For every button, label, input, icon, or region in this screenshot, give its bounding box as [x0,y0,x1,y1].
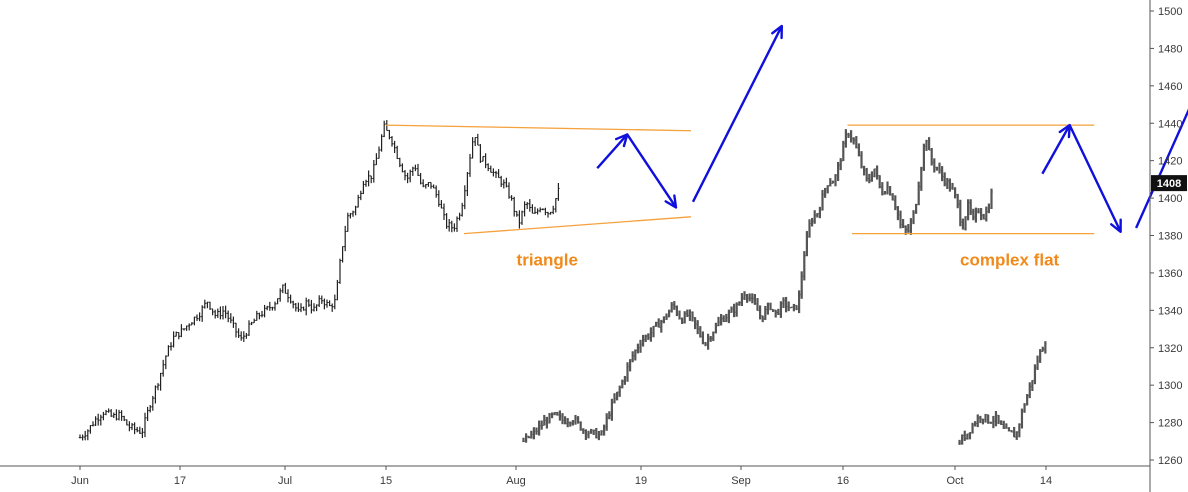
last-price-value: 1408 [1157,178,1181,190]
price-series-0 [78,120,560,441]
pattern-lines-layer [385,124,1095,235]
fractal-series-2 [958,341,1047,445]
y-tick-label: 1480 [1158,43,1182,55]
arrow-path-1 [691,25,783,203]
arrow-head-2-2 [1110,218,1122,233]
y-tick-label: 1380 [1158,231,1182,243]
y-tick-label: 1460 [1158,81,1182,93]
x-tick-label: Sep [731,475,751,487]
arrow-head-0-2 [664,194,678,209]
arrow-head-2-1 [1058,123,1071,139]
y-tick-label: 1440 [1158,118,1182,130]
y-tick-label: 1360 [1158,268,1182,280]
y-tick-label: 1400 [1158,193,1182,205]
price-series-layer [78,120,1047,445]
x-tick-label: 15 [380,475,392,487]
fractal-series-1 [522,129,993,443]
arrows-layer [596,24,1188,233]
x-tick-label: Jul [278,475,292,487]
y-tick-label: 1320 [1158,343,1182,355]
y-tick-label: 1340 [1158,305,1182,317]
x-tick-label: 14 [1040,475,1052,487]
last-price-tag [1151,175,1187,192]
arrow-head-0-1 [614,133,629,148]
pattern-line-0 [385,124,692,132]
arrow-head-1-1 [771,24,783,40]
pattern-line-1 [463,216,692,235]
x-tick-label: Jun [71,475,89,487]
y-tick-label: 1500 [1158,6,1182,18]
x-tick-label: Aug [506,475,526,487]
x-tick-label: 19 [635,475,647,487]
pattern-label-1: complex flat [960,250,1060,269]
arrow-path-3 [1134,108,1188,229]
pattern-label-0: triangle [517,250,578,269]
x-tick-label: 17 [174,475,186,487]
y-tick-label: 1260 [1158,455,1182,467]
x-tick-label: 16 [837,475,849,487]
y-tick-label: 1300 [1158,380,1182,392]
y-tick-label: 1280 [1158,418,1182,430]
y-tick-label: 1420 [1158,156,1182,168]
x-tick-label: Oct [946,475,963,487]
